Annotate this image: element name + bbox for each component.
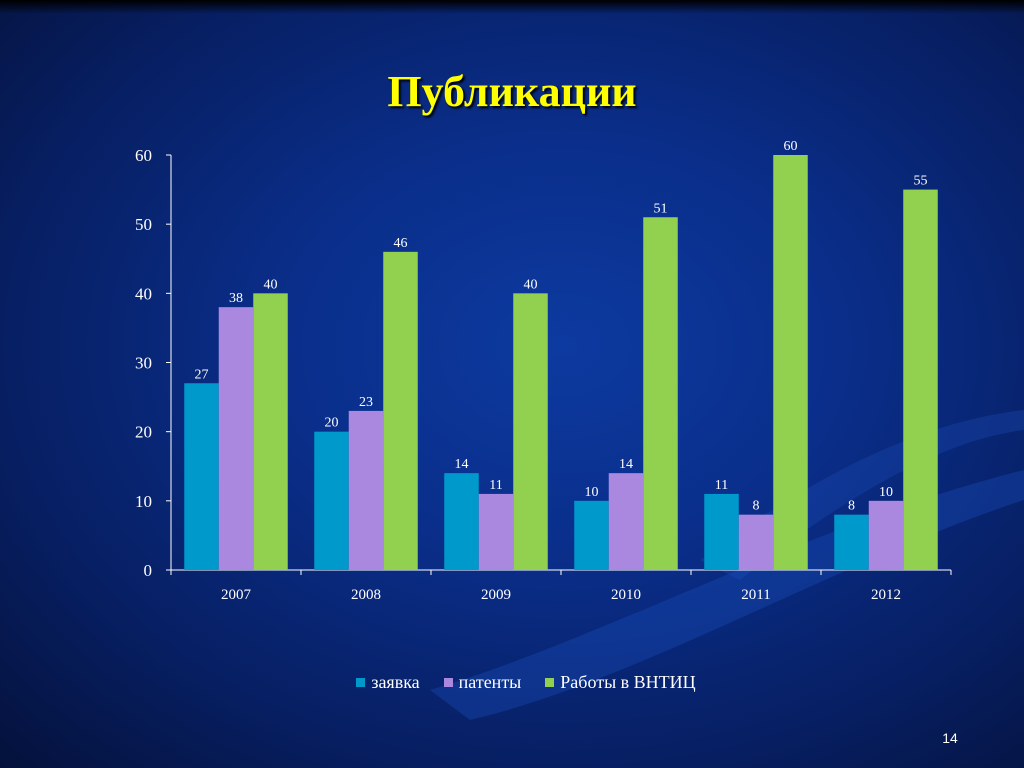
- data-label: 23: [359, 395, 373, 410]
- data-label: 51: [654, 201, 668, 216]
- legend-label-raboty: Работы в ВНТИЦ: [560, 672, 696, 692]
- bar: [608, 473, 644, 570]
- y-tick-label: 0: [144, 561, 153, 580]
- bar: [773, 155, 808, 570]
- y-tick-label: 10: [135, 492, 152, 511]
- legend-swatch-raboty: [545, 678, 555, 687]
- data-label: 46: [394, 236, 408, 251]
- y-tick-label: 50: [135, 215, 152, 234]
- data-label: 38: [229, 291, 243, 306]
- data-label: 8: [848, 499, 855, 514]
- bar: [218, 307, 254, 570]
- data-label: 20: [325, 416, 339, 431]
- x-tick-label: 2010: [611, 587, 641, 603]
- data-label: 40: [264, 277, 278, 292]
- page-number: 14: [942, 730, 958, 746]
- legend-label-patenty: патенты: [458, 672, 522, 692]
- bar: [513, 293, 548, 570]
- data-label: 14: [619, 457, 633, 472]
- bar: [383, 251, 418, 571]
- data-label: 11: [715, 478, 728, 493]
- slide-title: Публикации: [387, 67, 637, 116]
- top-shadow-bar: [0, 0, 1024, 14]
- y-tick-label: 40: [135, 284, 152, 303]
- x-tick-label: 2007: [221, 587, 252, 603]
- data-label: 60: [784, 139, 798, 154]
- bar: [834, 514, 869, 570]
- bar: [704, 493, 739, 570]
- data-label: 27: [195, 367, 209, 382]
- bar: [643, 217, 678, 570]
- data-label: 40: [524, 277, 538, 292]
- legend-item-raboty: Работы в ВНТИЦ: [545, 672, 696, 693]
- legend-swatch-patenty: [443, 678, 453, 687]
- data-label: 10: [585, 485, 599, 500]
- bar: [348, 410, 384, 570]
- bar: [184, 383, 219, 570]
- data-label: 55: [914, 174, 928, 189]
- data-label: 8: [753, 499, 760, 514]
- data-label: 10: [879, 485, 893, 500]
- data-label: 11: [489, 478, 502, 493]
- legend-label-zayavka: заявка: [371, 672, 420, 692]
- legend-swatch-zayavka: [356, 678, 366, 687]
- bar: [253, 293, 288, 570]
- x-tick-label: 2012: [871, 587, 901, 603]
- legend-item-zayavka: заявка: [356, 672, 420, 693]
- y-tick-label: 60: [135, 146, 152, 165]
- bar: [478, 493, 514, 570]
- data-label: 14: [455, 457, 469, 472]
- legend-item-patenty: патенты: [443, 672, 522, 693]
- bar: [738, 514, 774, 570]
- bar: [314, 431, 349, 570]
- bar: [868, 500, 904, 570]
- bar: [444, 473, 479, 570]
- bar: [574, 500, 609, 570]
- x-tick-label: 2009: [481, 587, 511, 603]
- bar: [903, 189, 938, 571]
- chart-legend: заявка патенты Работы в ВНТИЦ: [0, 672, 1024, 693]
- y-tick-label: 30: [135, 354, 152, 373]
- y-tick-label: 20: [135, 423, 152, 442]
- x-tick-label: 2008: [351, 587, 381, 603]
- x-tick-label: 2011: [741, 587, 770, 603]
